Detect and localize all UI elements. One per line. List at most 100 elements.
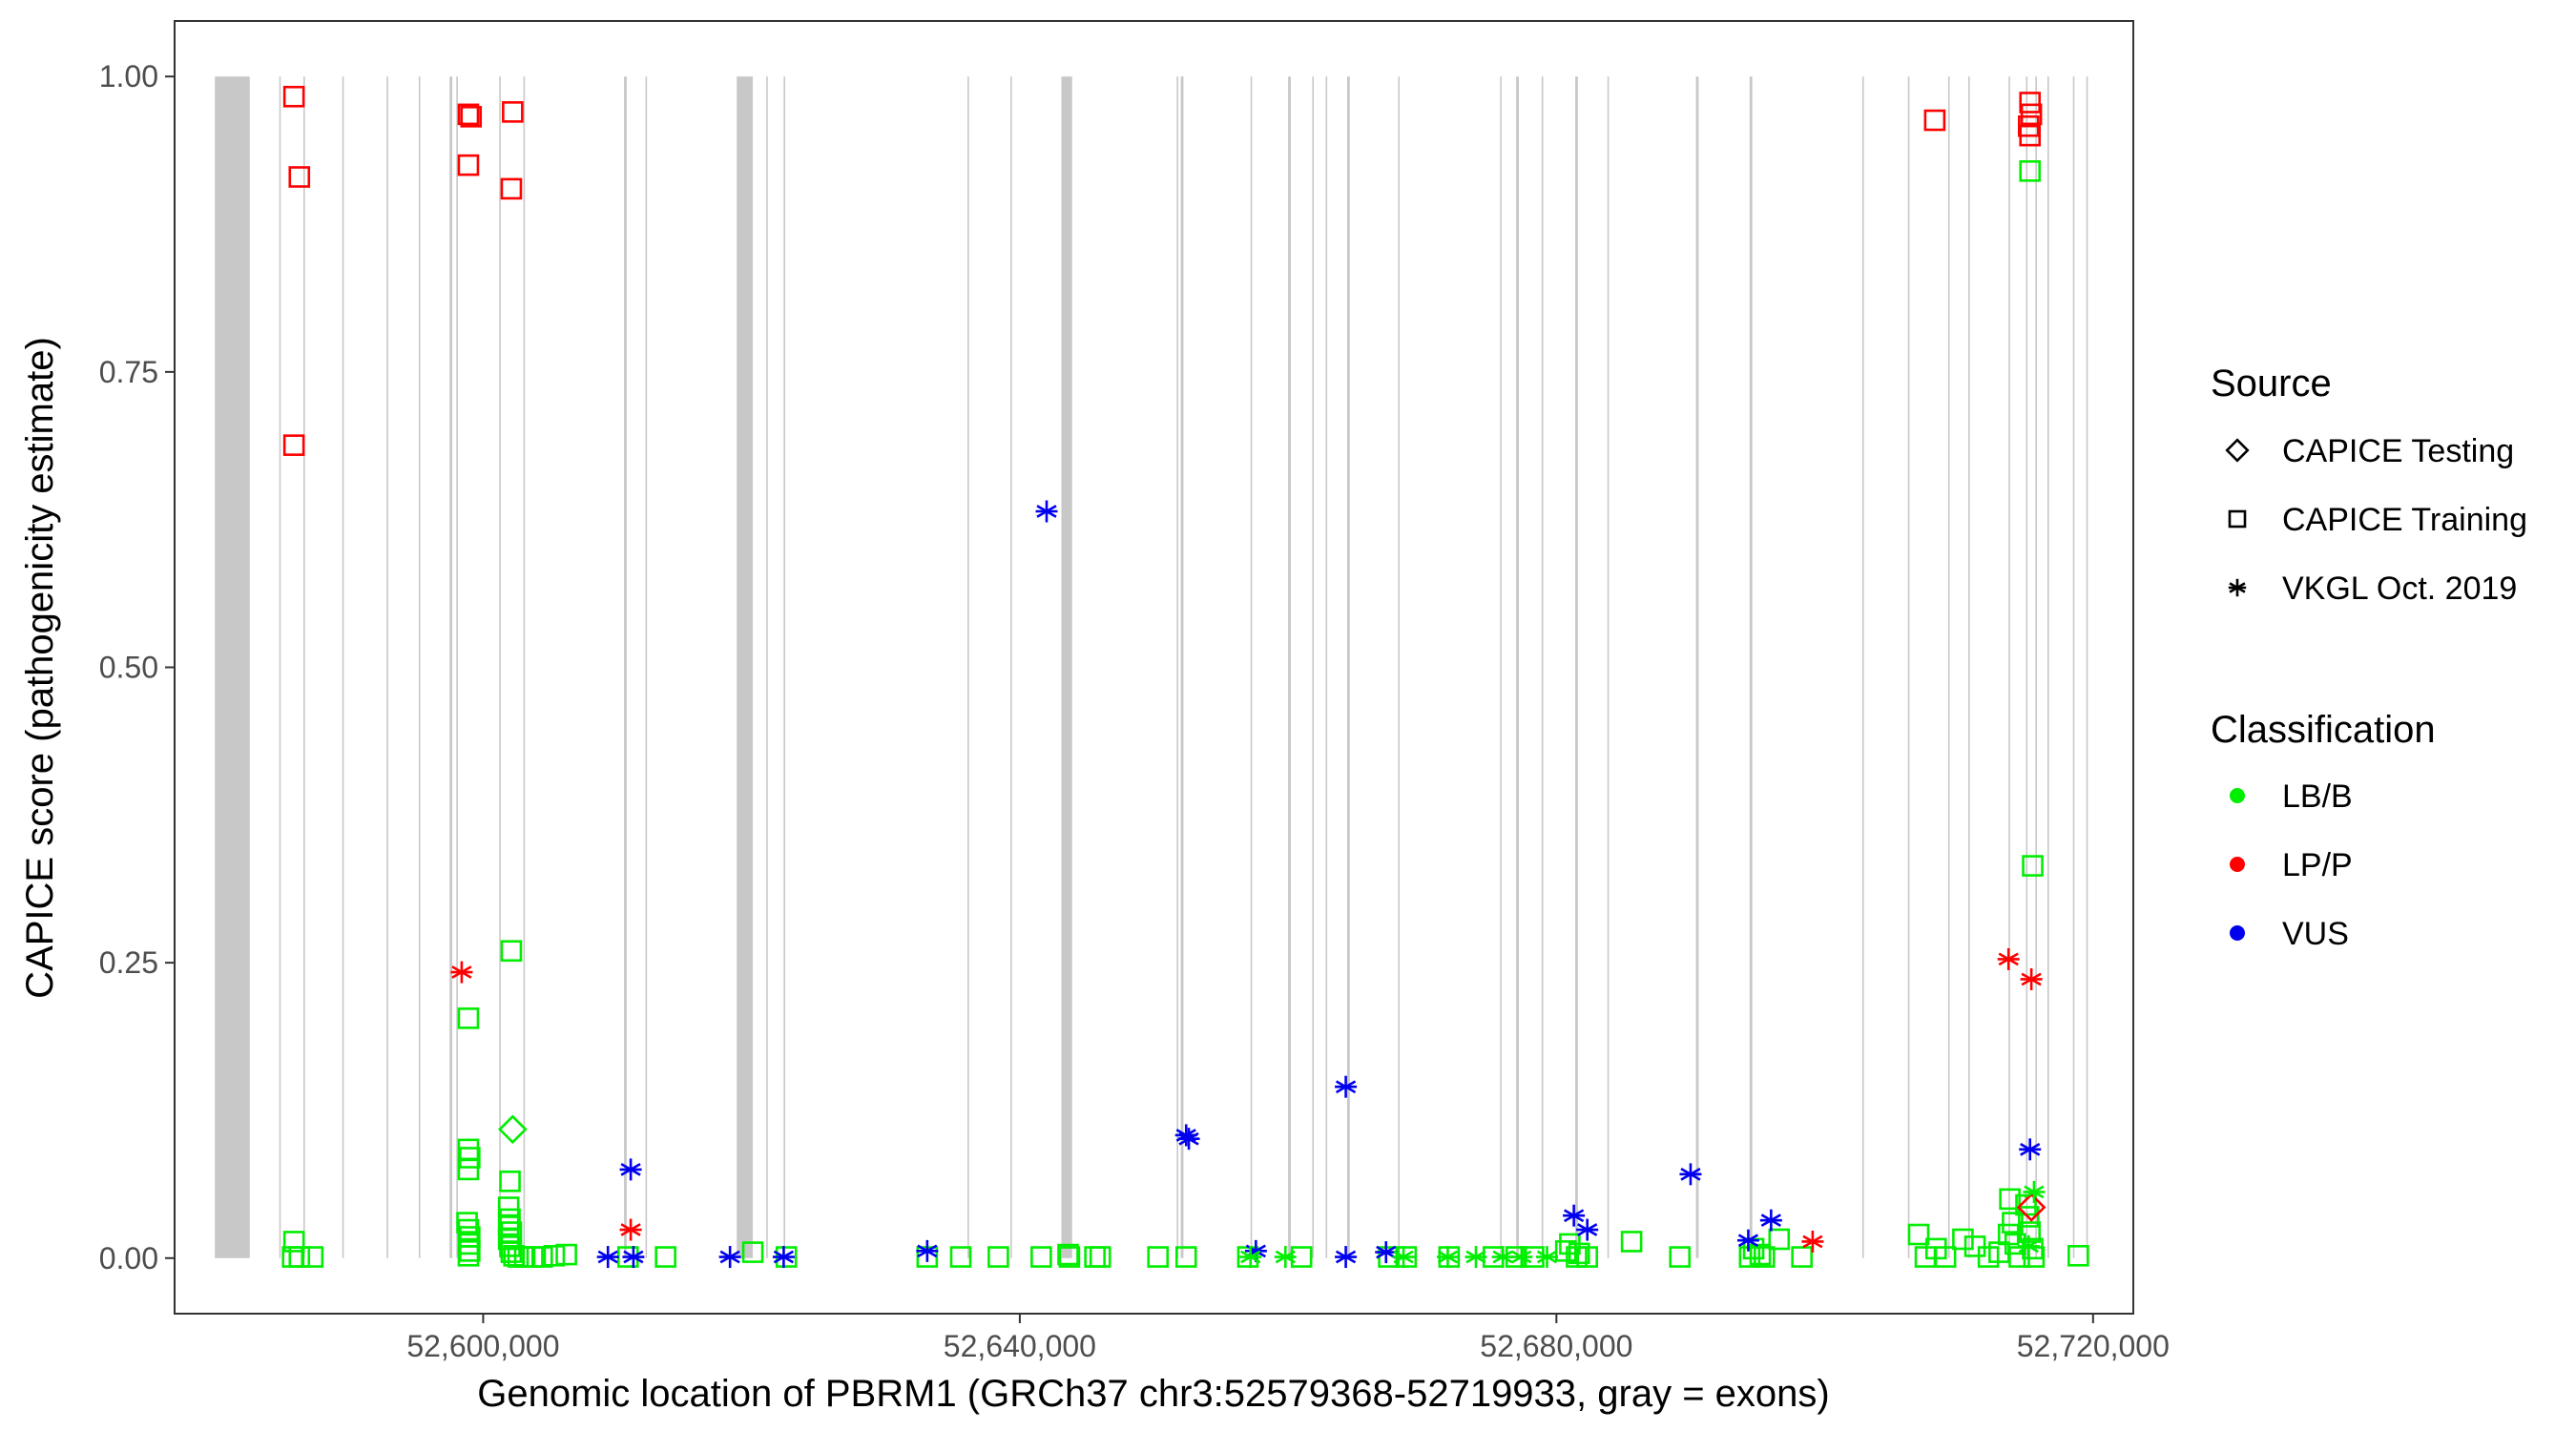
exon-band <box>2072 76 2075 1258</box>
point-asterisk-vus <box>1335 1246 1358 1269</box>
point-square-lpp <box>2019 92 2042 114</box>
exon-band <box>302 76 305 1258</box>
point-square-lbb <box>543 1245 566 1267</box>
point-square-lbb <box>1057 1243 1079 1266</box>
x-tick-label: 52,720,000 <box>2017 1329 2170 1363</box>
point-square-lpp <box>500 177 523 200</box>
legend-asterisk-key <box>2228 578 2247 597</box>
legend-source-label: CAPICE Testing <box>2282 433 2514 469</box>
point-square-lbb <box>1768 1228 1791 1251</box>
point-square-lpp <box>282 434 305 456</box>
exon-band <box>2008 76 2010 1258</box>
exon-band <box>645 76 648 1258</box>
point-asterisk-lbb <box>1392 1246 1415 1269</box>
point-asterisk-vus <box>1035 500 1058 523</box>
point-asterisk-vus <box>1576 1218 1599 1241</box>
legend-classification: Classification LB/B LP/P VUS <box>2211 709 2436 952</box>
legend-diamond-key <box>2225 438 2250 463</box>
legend-color-key <box>2230 857 2245 872</box>
point-square-lbb <box>1089 1246 1111 1268</box>
point-square-lbb <box>1754 1246 1776 1268</box>
point-square-lbb <box>497 1196 520 1218</box>
point-asterisk-lbb <box>1491 1246 1514 1269</box>
points-layer <box>281 85 2089 1269</box>
point-square-lbb <box>457 1007 480 1029</box>
point-asterisk-vus <box>1759 1209 1782 1232</box>
point-square-lbb <box>288 1246 311 1268</box>
point-square-lbb <box>1058 1246 1081 1268</box>
exon-band <box>1607 76 1610 1258</box>
exon-band <box>1288 76 1291 1258</box>
point-square-lbb <box>497 1213 520 1236</box>
exon-layer <box>215 76 2088 1258</box>
point-square-lbb <box>500 940 523 963</box>
point-square-lpp <box>1923 109 1946 132</box>
exon-band <box>1968 76 1970 1258</box>
point-square-lpp <box>288 166 311 188</box>
point-asterisk-vus <box>619 1158 642 1181</box>
point-square-lbb <box>1907 1223 1930 1246</box>
point-asterisk-lbb <box>1536 1246 1559 1269</box>
exon-band <box>766 76 768 1258</box>
exon-band <box>449 76 453 1258</box>
point-square-lbb <box>459 1240 481 1262</box>
point-square-lbb <box>1030 1246 1052 1268</box>
point-square-lbb <box>282 1231 305 1253</box>
point-asterisk-vus <box>1177 1128 1200 1151</box>
point-square-lpp <box>2019 124 2042 147</box>
y-tick-label: 0.75 <box>99 355 158 389</box>
point-square-lpp <box>502 101 524 123</box>
point-diamond-lpp <box>2016 1192 2046 1222</box>
point-square-lbb <box>1749 1243 1772 1266</box>
exon-band <box>1176 76 1179 1258</box>
exon-band <box>967 76 969 1258</box>
exon-band <box>1312 76 1315 1258</box>
point-asterisk-vus <box>916 1239 939 1262</box>
point-square-lbb <box>1568 1242 1590 1265</box>
point-square-lbb <box>457 1158 480 1181</box>
exon-band <box>737 76 754 1258</box>
point-square-lbb <box>1576 1246 1598 1268</box>
point-asterisk-lbb <box>1465 1246 1487 1269</box>
point-square-lbb <box>1669 1246 1692 1268</box>
x-tick-label: 52,640,000 <box>944 1329 1096 1363</box>
exon-band <box>1180 76 1184 1258</box>
point-square-lbb <box>530 1246 553 1268</box>
point-asterisk-lpp <box>2020 967 2043 990</box>
point-asterisk-vus <box>1736 1229 1759 1252</box>
y-axis-label: CAPICE score (pathogenicity estimate) <box>19 337 61 999</box>
point-asterisk-lpp <box>1997 947 2020 970</box>
point-square-lbb <box>2019 1221 2042 1243</box>
point-square-lbb <box>2019 159 2042 182</box>
x-tick-label: 52,680,000 <box>1480 1329 1632 1363</box>
exon-band <box>418 76 421 1258</box>
legend-source-label: CAPICE Training <box>2282 502 2527 538</box>
legend-classification-items: LB/B LP/P VUS <box>2230 778 2353 952</box>
point-square-lbb <box>2067 1245 2089 1267</box>
point-diamond-lbb <box>498 1114 528 1145</box>
legend-source-label: VKGL Oct. 2019 <box>2282 570 2517 607</box>
x-axis-label: Genomic location of PBRM1 (GRCh37 chr3:5… <box>477 1373 1829 1415</box>
exon-band <box>523 76 526 1258</box>
point-asterisk-vus <box>2019 1138 2042 1161</box>
exon-band <box>2025 76 2028 1258</box>
point-asterisk-lpp <box>1801 1230 1824 1253</box>
point-square-lbb <box>1952 1228 1974 1251</box>
legend-class-label: LP/P <box>2282 847 2353 883</box>
y-tick-label: 1.00 <box>99 59 158 93</box>
point-asterisk-vus <box>772 1246 795 1269</box>
exon-band <box>1907 76 1910 1258</box>
legend-classification-title: Classification <box>2211 709 2436 751</box>
exon-band <box>1575 76 1578 1258</box>
point-square-lbb <box>987 1246 1009 1268</box>
y-tick-label: 0.50 <box>99 651 158 685</box>
exon-band <box>1346 76 1350 1258</box>
legend-square-key <box>2228 509 2247 529</box>
y-tick-label: 0.25 <box>99 945 158 980</box>
exon-band <box>1398 76 1401 1258</box>
point-square-lbb <box>1999 1188 2021 1211</box>
exon-band <box>342 76 344 1258</box>
point-square-lbb <box>1791 1246 1813 1268</box>
point-asterisk-lbb <box>1274 1246 1297 1269</box>
